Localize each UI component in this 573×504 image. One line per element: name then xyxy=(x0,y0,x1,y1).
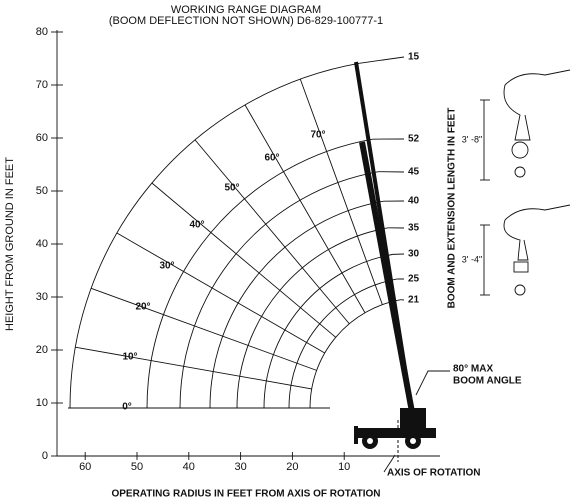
max-angle: BOOM ANGLE xyxy=(453,376,522,387)
label-leader xyxy=(359,57,404,63)
y-tick-label: 60 xyxy=(36,132,48,144)
angle-label: 30° xyxy=(159,261,174,272)
working-range-diagram: 21 25 30 35 40 45 52 15 10 20 30 40 50 60 80 70 60 50 40 30… xyxy=(0,0,573,504)
angle-label: 50° xyxy=(224,183,239,194)
y-tick-label: 10 xyxy=(36,397,48,409)
max-angle: 80° MAX xyxy=(453,364,493,375)
boom-length: 40 xyxy=(408,196,420,207)
angle-label: 20° xyxy=(135,302,150,313)
angle-label: 60° xyxy=(264,153,279,164)
angle-label: 10° xyxy=(122,352,137,363)
x-tick-label: 60 xyxy=(79,461,91,473)
boom-length: 45 xyxy=(408,167,420,178)
angle-line xyxy=(152,183,336,337)
y-tick-label: 0 xyxy=(42,450,48,462)
angle-line xyxy=(75,347,311,389)
angle-label: 70° xyxy=(310,130,325,141)
y-tick-label: 70 xyxy=(36,79,48,91)
y-tick-label: 50 xyxy=(36,185,48,197)
x-tick-label: 50 xyxy=(131,461,143,473)
x-tick-label: 40 xyxy=(183,461,195,473)
range-arc xyxy=(289,279,397,408)
angle-label: 0° xyxy=(122,402,132,413)
boom-length: 30 xyxy=(408,249,420,260)
y-tick-label: 80 xyxy=(36,26,48,38)
boom-length-label: BOOM AND EXTENSION LENGTH IN FEET xyxy=(447,108,458,309)
y-tick-label: 40 xyxy=(36,238,48,250)
boom-length: 35 xyxy=(408,223,420,234)
x-tick-label: 20 xyxy=(286,461,298,473)
hook-dim: 3' -8" xyxy=(462,134,482,144)
hook-dim: 3' -4" xyxy=(462,254,482,264)
y-tick-label: 30 xyxy=(36,291,48,303)
hook-blocks xyxy=(480,70,570,295)
x-tick-label: 30 xyxy=(234,461,246,473)
leader xyxy=(416,371,450,395)
subtitle: (BOOM DEFLECTION NOT SHOWN) D6-829-10077… xyxy=(109,15,383,27)
angle-label: 40° xyxy=(189,220,204,231)
x-axis-label: OPERATING RADIUS IN FEET FROM AXIS OF RO… xyxy=(111,489,380,500)
range-arc xyxy=(310,300,401,408)
x-tick-label: 10 xyxy=(338,461,350,473)
angle-line xyxy=(245,105,365,313)
axis-of-rotation: AXIS OF ROTATION xyxy=(387,468,481,479)
angle-line xyxy=(117,233,325,353)
carrier xyxy=(354,408,436,449)
boom-length: 15 xyxy=(408,52,420,63)
boom-length: 52 xyxy=(408,134,420,145)
angle-line xyxy=(195,140,349,324)
boom-length: 21 xyxy=(408,295,420,306)
boom-length: 25 xyxy=(408,274,420,285)
y-tick-label: 20 xyxy=(36,344,48,356)
boom-base xyxy=(362,142,412,412)
y-axis-label: HEIGHT FROM GROUND IN FEET xyxy=(4,157,16,331)
